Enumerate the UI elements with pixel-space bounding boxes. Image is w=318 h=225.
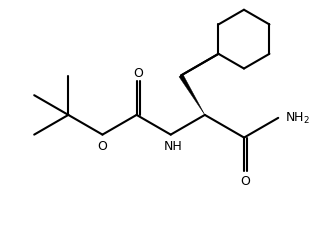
Polygon shape [179, 75, 205, 115]
Text: NH: NH [164, 140, 183, 153]
Text: O: O [98, 140, 107, 153]
Text: O: O [241, 174, 251, 187]
Text: O: O [133, 66, 143, 79]
Text: NH$_2$: NH$_2$ [285, 111, 310, 126]
